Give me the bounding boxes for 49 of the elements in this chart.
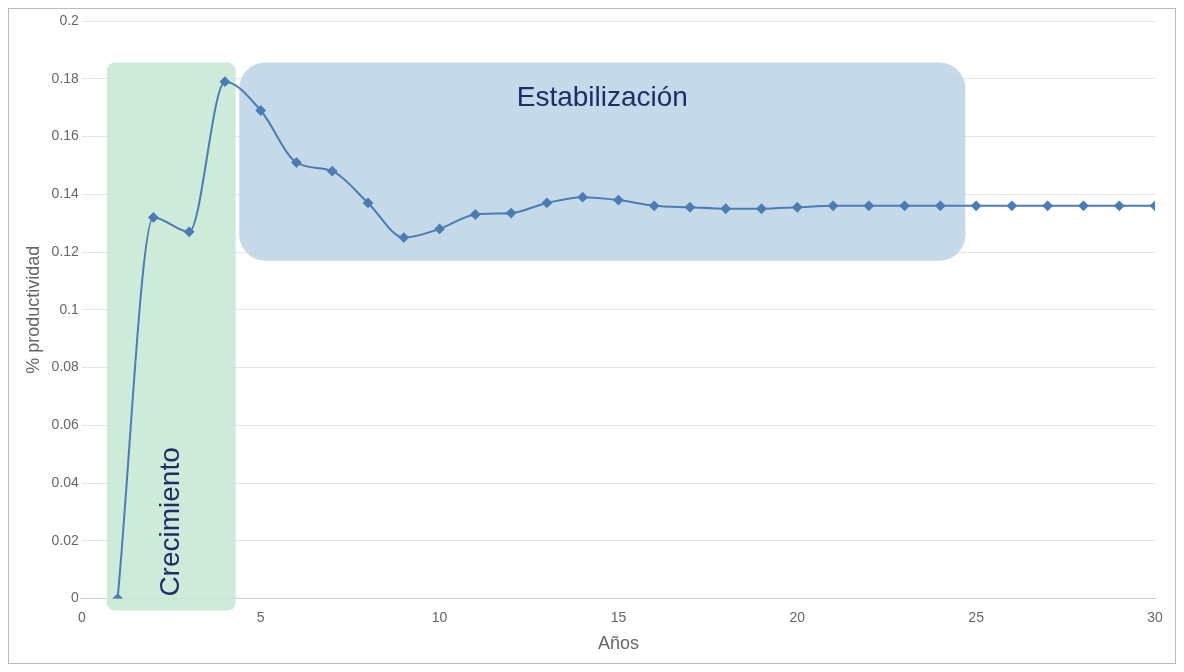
point: [971, 200, 982, 211]
point: [470, 209, 481, 220]
y-tick-label: 0.06: [51, 416, 80, 433]
x-tick-label: 20: [789, 608, 806, 625]
y-tick-label: 0.14: [51, 185, 80, 202]
y-axis-title: % productividad: [22, 245, 43, 374]
band-label: Crecimiento: [154, 447, 185, 597]
point: [291, 157, 302, 168]
point: [219, 76, 230, 87]
y-tick-label: 0.16: [51, 127, 80, 144]
point: [828, 200, 839, 211]
point: [541, 197, 552, 208]
point: [148, 212, 159, 223]
point: [1042, 200, 1053, 211]
x-tick-label: 10: [431, 608, 448, 625]
point: [1114, 200, 1125, 211]
y-tick-label: 0.12: [51, 242, 80, 259]
point: [434, 223, 445, 234]
x-tick-label: 5: [256, 608, 265, 625]
y-tick-label: 0.18: [51, 69, 80, 86]
point: [756, 203, 767, 214]
band-label: Estabilización: [516, 81, 688, 113]
point: [327, 166, 338, 177]
point: [184, 226, 195, 237]
point: [577, 192, 588, 203]
point: [899, 200, 910, 211]
point: [935, 200, 946, 211]
y-tick-label: 0.2: [59, 11, 80, 28]
y-tick-label: 0.1: [59, 300, 80, 317]
point: [506, 208, 517, 219]
point: [720, 203, 731, 214]
point: [255, 105, 266, 116]
point: [1006, 200, 1017, 211]
point: [684, 202, 695, 213]
x-tick-label: 30: [1147, 608, 1163, 625]
point: [863, 200, 874, 211]
x-tick-label: 15: [610, 608, 627, 625]
point: [613, 195, 624, 206]
point: [792, 202, 803, 213]
point: [649, 200, 660, 211]
y-tick-label: 0: [71, 589, 80, 606]
point: [363, 197, 374, 208]
y-tick-label: 0.02: [51, 531, 80, 548]
point: [1078, 200, 1089, 211]
y-tick-label: 0.08: [51, 358, 80, 375]
x-tick-label: 25: [968, 608, 985, 625]
point: [398, 232, 409, 243]
x-axis-title: Años: [597, 633, 639, 654]
y-tick-label: 0.04: [51, 473, 80, 490]
